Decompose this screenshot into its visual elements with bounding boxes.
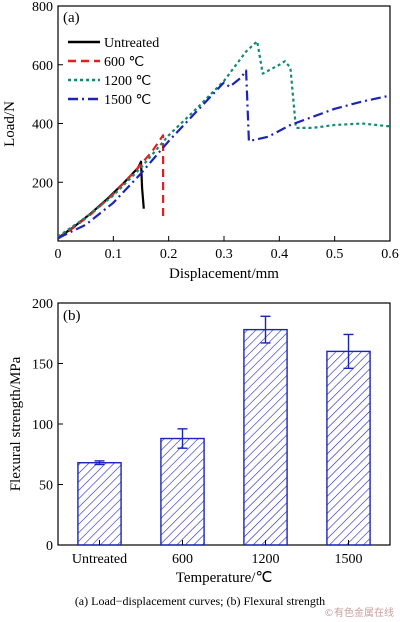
x-tick-label-a: 0.2 bbox=[160, 247, 178, 262]
series-line-0 bbox=[58, 160, 145, 239]
x-tick-label-a: 0.4 bbox=[271, 247, 289, 262]
y-tick-label-a: 200 bbox=[32, 176, 53, 191]
y-tick-label-b: 100 bbox=[32, 418, 53, 433]
x-axis-title-a: Displacement/mm bbox=[169, 266, 279, 282]
x-tick-label-a: 0.3 bbox=[215, 247, 233, 262]
legend-label-1: 600 ℃ bbox=[104, 55, 144, 70]
bar-0 bbox=[77, 462, 122, 546]
legend-a: Untreated 600 ℃ 1200 ℃ 1500 ℃ bbox=[68, 36, 159, 108]
bars-b: Untreated 600 1200 1500 bbox=[72, 315, 371, 567]
y-tick-label-b: 0 bbox=[46, 539, 53, 554]
panel-b: (b) 0 50 100 150 200 Untreated 600 1200 1500 Te… bbox=[8, 297, 391, 586]
ticks-b: 0 50 100 150 200 bbox=[32, 297, 63, 554]
y-tick-label-b: 150 bbox=[32, 358, 53, 373]
y-tick-label-a: 800 bbox=[32, 0, 53, 15]
y-tick-label-a: 600 bbox=[32, 59, 53, 74]
y-tick-label-a: 400 bbox=[32, 118, 53, 133]
series-a bbox=[58, 40, 390, 240]
figure-caption: (a) Load−displacement curves; (b) Flexur… bbox=[74, 594, 326, 608]
ticks-a: 0 0.1 0.2 0.3 0.4 0.5 0.6 200 400 600 800 bbox=[32, 0, 399, 262]
legend-label-0: Untreated bbox=[104, 36, 159, 51]
x-tick-label-b: 1200 bbox=[252, 552, 280, 567]
y-axis-title-a: Load/N bbox=[2, 101, 18, 147]
bar-1 bbox=[160, 437, 205, 546]
series-line-3 bbox=[58, 69, 390, 240]
panel-b-label: (b) bbox=[63, 308, 81, 324]
y-axis-title-b: Flexural strength/MPa bbox=[8, 356, 24, 491]
x-tick-label-a: 0 bbox=[55, 247, 62, 262]
bar-3 bbox=[326, 350, 371, 546]
x-tick-label-a: 0.6 bbox=[381, 247, 399, 262]
x-tick-label-b: 1500 bbox=[335, 552, 363, 567]
panel-a: (a) 0 0.1 0.2 0.3 0.4 0.5 0.6 200 400 600 800 Untr… bbox=[2, 0, 399, 282]
panel-a-label: (a) bbox=[63, 10, 80, 26]
y-tick-label-b: 200 bbox=[32, 297, 53, 312]
x-tick-label-a: 0.5 bbox=[326, 247, 344, 262]
watermark: ©有色金属在线 bbox=[324, 608, 394, 619]
series-line-1 bbox=[58, 134, 165, 240]
x-axis-title-b: Temperature/℃ bbox=[176, 570, 273, 586]
legend-label-2: 1200 ℃ bbox=[104, 74, 151, 89]
x-tick-label-a: 0.1 bbox=[105, 247, 123, 262]
y-tick-label-b: 50 bbox=[39, 479, 53, 494]
series-line-2 bbox=[58, 40, 390, 238]
legend-label-3: 1500 ℃ bbox=[104, 93, 151, 108]
bar-2 bbox=[243, 328, 288, 546]
x-tick-label-b: 600 bbox=[172, 552, 193, 567]
x-tick-label-b: Untreated bbox=[72, 552, 127, 567]
